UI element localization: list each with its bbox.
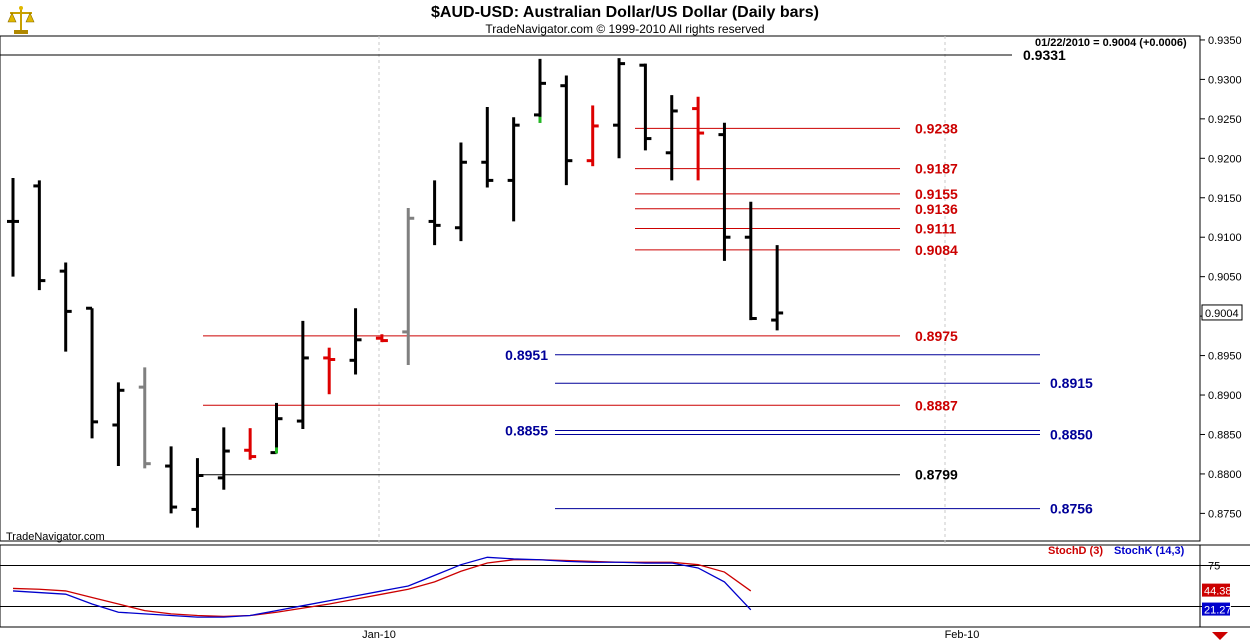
level-label: 0.9238 bbox=[915, 120, 958, 136]
ohlc-bar bbox=[402, 208, 415, 366]
ohlc-bar bbox=[349, 308, 362, 375]
ohlc-bar bbox=[244, 428, 257, 460]
y-tick-label: 0.9350 bbox=[1208, 35, 1242, 47]
y-tick-label: 0.8950 bbox=[1208, 351, 1242, 363]
y-tick-label: 0.9150 bbox=[1208, 193, 1242, 205]
stoch-tick-label: 75 bbox=[1208, 561, 1220, 573]
ohlc-bar bbox=[7, 178, 19, 277]
ohlc-bar bbox=[296, 320, 309, 429]
level-label: 0.9084 bbox=[915, 242, 958, 258]
date-axis: Jan-10 Feb-10 bbox=[0, 626, 1250, 641]
ohlc-bar bbox=[86, 306, 99, 439]
ohlc-bar bbox=[59, 262, 72, 352]
ohlc-bar bbox=[112, 382, 125, 467]
ohlc-bar bbox=[560, 75, 573, 186]
level-label: 0.9111 bbox=[915, 221, 956, 237]
scales-icon bbox=[6, 4, 36, 36]
y-tick-label: 0.8800 bbox=[1208, 469, 1242, 481]
ohlc-bar bbox=[33, 180, 46, 291]
svg-text:44.38: 44.38 bbox=[1204, 586, 1232, 598]
x-label-jan: Jan-10 bbox=[362, 629, 396, 641]
copyright-line: TradeNavigator.com © 1999-2010 All right… bbox=[485, 22, 764, 36]
ohlc-bar bbox=[665, 95, 678, 181]
level-label: 0.9136 bbox=[915, 201, 958, 217]
level-label: 0.8756 bbox=[1050, 501, 1093, 517]
level-label: 0.8887 bbox=[915, 397, 958, 413]
y-tick-label: 0.8900 bbox=[1208, 390, 1242, 402]
ohlc-bar bbox=[586, 105, 599, 167]
price-panel bbox=[0, 35, 1250, 546]
stoch-lines bbox=[0, 556, 1250, 618]
current-price-marker: 0.9004 bbox=[1201, 304, 1243, 321]
watermark: TradeNavigator.com bbox=[6, 531, 105, 543]
level-label: 0.8855 bbox=[505, 423, 548, 439]
ohlc-bar bbox=[217, 427, 230, 490]
ohlc-bar bbox=[428, 180, 441, 246]
level-label: 0.8975 bbox=[915, 328, 958, 344]
y-tick-label: 0.9200 bbox=[1208, 153, 1242, 165]
level-label: 0.8850 bbox=[1050, 426, 1093, 442]
legend-stochk: StochK (14,3) bbox=[1114, 545, 1185, 557]
stochd-last-badge: 44.38 bbox=[1202, 583, 1232, 598]
ohlc-bar bbox=[138, 367, 151, 469]
ohlc-bar bbox=[323, 347, 336, 395]
stochastic-panel: StochD (3) StochK (14,3) bbox=[0, 544, 1201, 628]
chart-title: $AUD-USD: Australian Dollar/US Dollar (D… bbox=[431, 4, 819, 21]
ohlc-bar bbox=[692, 96, 705, 181]
quote-line: 01/22/2010 = 0.9004 (+0.0006) bbox=[1035, 37, 1187, 49]
ohlc-bar bbox=[718, 122, 731, 261]
x-label-feb: Feb-10 bbox=[945, 629, 980, 641]
ohlc-bar bbox=[454, 142, 467, 242]
stochk-last-badge: 21.27 bbox=[1202, 602, 1232, 617]
ohlc-bar bbox=[613, 58, 626, 159]
y-tick-label: 0.8750 bbox=[1208, 508, 1242, 520]
level-label: 0.9187 bbox=[915, 161, 958, 177]
price-axis: 0.9350 0.9300 0.9250 0.9200 0.9150 0.9100 0.90… bbox=[1200, 35, 1242, 520]
ohlc-bar bbox=[639, 63, 652, 151]
level-label: 0.9331 bbox=[1023, 47, 1066, 63]
price-bars bbox=[7, 58, 784, 528]
level-label: 0.8799 bbox=[915, 467, 958, 483]
legend-stochd: StochD (3) bbox=[1048, 545, 1103, 557]
level-label: 0.8915 bbox=[1050, 375, 1093, 391]
svg-text:21.27: 21.27 bbox=[1204, 605, 1232, 617]
ohlc-bar bbox=[771, 245, 784, 331]
ohlc-bar bbox=[744, 201, 757, 321]
y-tick-label: 0.9050 bbox=[1208, 272, 1242, 284]
ohlc-bar bbox=[270, 402, 283, 455]
current-price-label: 0.9004 bbox=[1205, 308, 1239, 320]
y-tick-label: 0.9300 bbox=[1208, 74, 1242, 86]
stoch-axis: 75 44.38 21.27 bbox=[1202, 561, 1232, 617]
ohlc-bar bbox=[507, 117, 520, 222]
stochk-line bbox=[12, 556, 752, 618]
ohlc-bar bbox=[534, 58, 546, 123]
y-tick-label: 0.9100 bbox=[1208, 232, 1242, 244]
ohlc-bar bbox=[375, 334, 388, 343]
date-gridlines bbox=[378, 36, 946, 627]
y-tick-label: 0.9250 bbox=[1208, 114, 1242, 126]
y-tick-label: 0.8850 bbox=[1208, 429, 1242, 441]
ohlc-bar bbox=[165, 446, 178, 514]
level-label: 0.8951 bbox=[505, 347, 548, 363]
ohlc-bar bbox=[191, 458, 204, 528]
ohlc-bar bbox=[481, 107, 494, 188]
level-label: 0.9155 bbox=[915, 186, 958, 202]
scroll-right-icon[interactable] bbox=[1212, 632, 1228, 640]
